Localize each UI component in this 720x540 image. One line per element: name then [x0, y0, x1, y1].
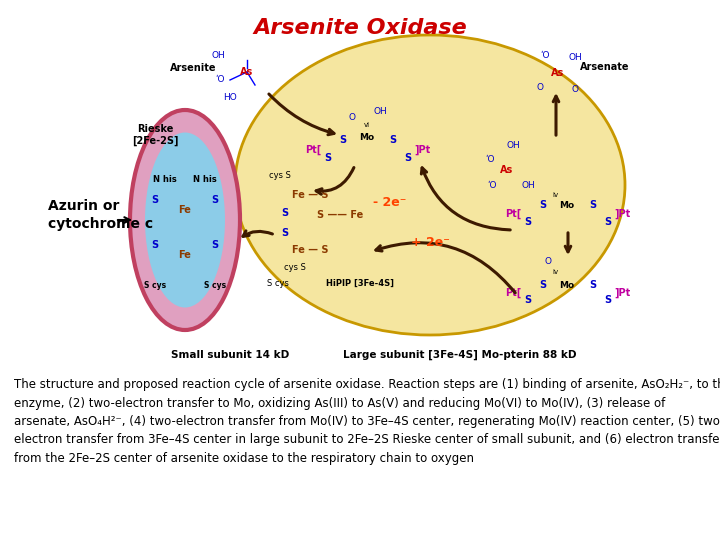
Text: vi: vi: [364, 122, 370, 128]
Text: S: S: [325, 153, 332, 163]
Text: S: S: [604, 217, 611, 227]
Text: ʹO: ʹO: [215, 76, 225, 84]
Text: Arsenite Oxidase: Arsenite Oxidase: [253, 18, 467, 38]
Text: Fe: Fe: [179, 250, 192, 260]
Text: Large subunit [3Fe-4S] Mo-pterin 88 kD: Large subunit [3Fe-4S] Mo-pterin 88 kD: [343, 350, 577, 360]
Text: O: O: [536, 84, 544, 92]
Text: S: S: [151, 240, 158, 250]
Text: OH: OH: [568, 53, 582, 63]
Text: OH: OH: [373, 107, 387, 117]
Text: Fe — S: Fe — S: [292, 190, 328, 200]
Text: cys S: cys S: [269, 171, 291, 179]
Text: ʹO: ʹO: [487, 180, 497, 190]
Text: As: As: [240, 67, 253, 77]
Text: Mo: Mo: [559, 280, 575, 289]
Text: Small subunit 14 kD: Small subunit 14 kD: [171, 350, 289, 360]
Text: O: O: [572, 85, 578, 94]
Text: Azurin or
cytochrome c: Azurin or cytochrome c: [48, 199, 153, 231]
Text: iv: iv: [552, 269, 558, 275]
Text: Pt[: Pt[: [505, 288, 521, 298]
Text: N his: N his: [193, 176, 217, 185]
Text: S: S: [590, 200, 597, 210]
Text: S: S: [212, 195, 219, 205]
Ellipse shape: [130, 110, 240, 330]
Text: S cys: S cys: [204, 280, 226, 289]
Text: S: S: [539, 280, 546, 290]
Text: ʹO: ʹO: [540, 51, 550, 59]
Text: S: S: [405, 153, 412, 163]
Text: Rieske
[2Fe-2S]: Rieske [2Fe-2S]: [132, 124, 179, 146]
Text: S: S: [282, 208, 289, 218]
Text: ]Pt: ]Pt: [614, 288, 630, 298]
Text: ]Pt: ]Pt: [614, 209, 630, 219]
Ellipse shape: [235, 35, 625, 335]
Text: Pt[: Pt[: [305, 145, 321, 155]
Text: - 2e⁻: - 2e⁻: [373, 195, 407, 208]
Text: S: S: [339, 135, 346, 145]
Text: S: S: [604, 295, 611, 305]
Text: + 2e⁻: + 2e⁻: [410, 237, 449, 249]
Text: ]Pt: ]Pt: [414, 145, 430, 155]
Text: S: S: [212, 240, 219, 250]
Text: S cys: S cys: [144, 280, 166, 289]
Text: S: S: [282, 228, 289, 238]
Text: S: S: [151, 195, 158, 205]
Text: Fe — S: Fe — S: [292, 245, 328, 255]
Text: cys S: cys S: [284, 264, 306, 273]
Text: Mo: Mo: [559, 200, 575, 210]
Ellipse shape: [145, 132, 225, 307]
Text: Fe: Fe: [179, 205, 192, 215]
Text: S: S: [539, 200, 546, 210]
Text: ʹO: ʹO: [485, 156, 495, 165]
Text: OH: OH: [521, 180, 535, 190]
Text: O: O: [544, 258, 552, 267]
Text: OH: OH: [211, 51, 225, 59]
Text: Mo: Mo: [359, 133, 374, 143]
Text: iv: iv: [552, 192, 558, 198]
Text: As: As: [552, 68, 564, 78]
Text: S: S: [524, 295, 531, 305]
Text: S: S: [390, 135, 397, 145]
Text: HO: HO: [223, 92, 237, 102]
Text: S: S: [590, 280, 597, 290]
Text: As: As: [500, 165, 513, 175]
Text: Arsenate: Arsenate: [580, 62, 630, 72]
Text: OH: OH: [506, 140, 520, 150]
Text: S cys: S cys: [267, 279, 289, 287]
Text: S —— Fe: S —— Fe: [317, 210, 363, 220]
Text: The structure and proposed reaction cycle of arsenite oxidase. Reaction steps ar: The structure and proposed reaction cycl…: [14, 378, 720, 465]
Text: N his: N his: [153, 176, 177, 185]
Text: Pt[: Pt[: [505, 209, 521, 219]
Text: S: S: [524, 217, 531, 227]
Text: O: O: [348, 113, 356, 123]
Text: Arsenite: Arsenite: [170, 63, 216, 73]
Text: HiPIP [3Fe-4S]: HiPIP [3Fe-4S]: [326, 279, 394, 287]
